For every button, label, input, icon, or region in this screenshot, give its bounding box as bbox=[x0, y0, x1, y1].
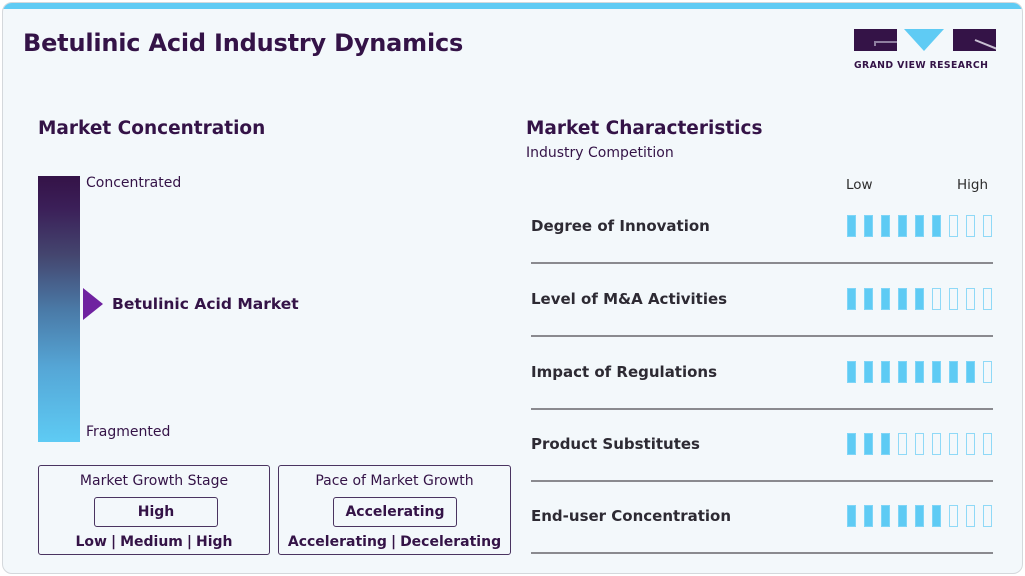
separator: | bbox=[110, 534, 117, 550]
growth-pace-scale: Accelerating | Decelerating bbox=[279, 534, 510, 550]
rating-meter bbox=[847, 361, 992, 383]
pace-of-market-growth-box: Pace of Market Growth Accelerating Accel… bbox=[278, 465, 511, 555]
characteristic-row: Impact of Regulations bbox=[531, 349, 993, 421]
rating-segment-filled bbox=[915, 361, 924, 383]
rating-segment-filled bbox=[898, 215, 907, 237]
row-divider bbox=[531, 480, 993, 482]
rating-segment-empty bbox=[966, 215, 975, 237]
rating-segment-empty bbox=[983, 505, 992, 527]
scale-low-label: Low bbox=[846, 177, 873, 193]
rating-segment-empty bbox=[915, 433, 924, 455]
rating-segment-filled bbox=[847, 433, 856, 455]
rating-segment-filled bbox=[932, 361, 941, 383]
characteristic-label: Impact of Regulations bbox=[531, 363, 718, 381]
characteristic-label: End-user Concentration bbox=[531, 507, 732, 525]
rating-segment-filled bbox=[881, 361, 890, 383]
rating-segment-filled bbox=[847, 361, 856, 383]
characteristic-row: Degree of Innovation bbox=[531, 203, 993, 275]
characteristic-row: Product Substitutes bbox=[531, 421, 993, 493]
characteristic-label: Level of M&A Activities bbox=[531, 290, 728, 308]
rating-segment-filled bbox=[949, 361, 958, 383]
rating-segment-filled bbox=[898, 288, 907, 310]
scale-low: Low bbox=[75, 534, 107, 550]
rating-segment-filled bbox=[847, 288, 856, 310]
rating-segment-empty bbox=[898, 433, 907, 455]
rating-segment-filled bbox=[881, 505, 890, 527]
industry-competition-subtitle: Industry Competition bbox=[526, 145, 674, 161]
rating-segment-filled bbox=[915, 505, 924, 527]
rating-segment-empty bbox=[983, 433, 992, 455]
accent-top-bar bbox=[3, 3, 1022, 9]
rating-segment-filled bbox=[932, 505, 941, 527]
market-growth-stage-box: Market Growth Stage High Low | Medium | High bbox=[38, 465, 270, 555]
rating-meter bbox=[847, 288, 992, 310]
logo-g-block-icon bbox=[854, 29, 897, 51]
rating-segment-empty bbox=[949, 505, 958, 527]
rating-segment-empty bbox=[932, 433, 941, 455]
market-characteristics-title: Market Characteristics bbox=[526, 118, 763, 139]
rating-segment-filled bbox=[864, 361, 873, 383]
rating-meter bbox=[847, 215, 992, 237]
rating-segment-empty bbox=[966, 288, 975, 310]
row-divider bbox=[531, 262, 993, 264]
page-title: Betulinic Acid Industry Dynamics bbox=[23, 29, 464, 57]
rating-segment-empty bbox=[966, 433, 975, 455]
growth-pace-title: Pace of Market Growth bbox=[315, 473, 474, 489]
rating-segment-empty bbox=[932, 288, 941, 310]
growth-stage-scale: Low | Medium | High bbox=[39, 534, 269, 550]
concentration-gradient-bar bbox=[38, 176, 80, 442]
rating-segment-filled bbox=[881, 433, 890, 455]
scale-high: High bbox=[196, 534, 233, 550]
characteristic-row: Level of M&A Activities bbox=[531, 276, 993, 348]
grand-view-research-logo: GRAND VIEW RESEARCH bbox=[854, 29, 996, 73]
characteristic-row: End-user Concentration bbox=[531, 493, 993, 565]
rating-segment-filled bbox=[898, 361, 907, 383]
rating-segment-filled bbox=[847, 505, 856, 527]
scale-accelerating: Accelerating bbox=[287, 534, 387, 550]
rating-segment-filled bbox=[881, 288, 890, 310]
separator: | bbox=[390, 534, 397, 550]
row-divider bbox=[531, 408, 993, 410]
growth-stage-title: Market Growth Stage bbox=[79, 473, 229, 489]
rating-segment-empty bbox=[983, 215, 992, 237]
market-position-arrow-icon bbox=[83, 288, 103, 320]
growth-pace-value: Accelerating bbox=[333, 497, 457, 527]
rating-segment-empty bbox=[949, 433, 958, 455]
rating-segment-filled bbox=[864, 433, 873, 455]
logo-r-block-icon bbox=[953, 29, 996, 51]
rating-segment-filled bbox=[915, 215, 924, 237]
row-divider bbox=[531, 335, 993, 337]
separator: | bbox=[186, 534, 193, 550]
logo-text: GRAND VIEW RESEARCH bbox=[854, 60, 989, 71]
rating-segment-filled bbox=[932, 215, 941, 237]
rating-segment-empty bbox=[949, 288, 958, 310]
rating-segment-empty bbox=[966, 505, 975, 527]
rating-segment-filled bbox=[898, 505, 907, 527]
rating-segment-filled bbox=[847, 215, 856, 237]
rating-segment-filled bbox=[864, 505, 873, 527]
rating-meter bbox=[847, 505, 992, 527]
rating-segment-filled bbox=[864, 215, 873, 237]
rating-segment-filled bbox=[915, 288, 924, 310]
growth-stage-value: High bbox=[94, 497, 218, 527]
fragmented-label: Fragmented bbox=[86, 424, 171, 440]
market-concentration-title: Market Concentration bbox=[38, 118, 266, 139]
characteristic-label: Degree of Innovation bbox=[531, 217, 710, 235]
scale-high-label: High bbox=[957, 177, 989, 193]
rating-segment-filled bbox=[966, 361, 975, 383]
scale-medium: Medium bbox=[120, 534, 183, 550]
row-divider bbox=[531, 552, 993, 554]
rating-meter bbox=[847, 433, 992, 455]
concentrated-label: Concentrated bbox=[86, 175, 182, 191]
scale-decelerating: Decelerating bbox=[400, 534, 502, 550]
rating-segment-filled bbox=[881, 215, 890, 237]
rating-segment-filled bbox=[864, 288, 873, 310]
characteristic-label: Product Substitutes bbox=[531, 435, 700, 453]
market-position-label: Betulinic Acid Market bbox=[112, 295, 299, 313]
rating-segment-empty bbox=[983, 288, 992, 310]
rating-segment-empty bbox=[949, 215, 958, 237]
logo-v-triangle-icon bbox=[904, 29, 944, 51]
rating-segment-empty bbox=[983, 361, 992, 383]
